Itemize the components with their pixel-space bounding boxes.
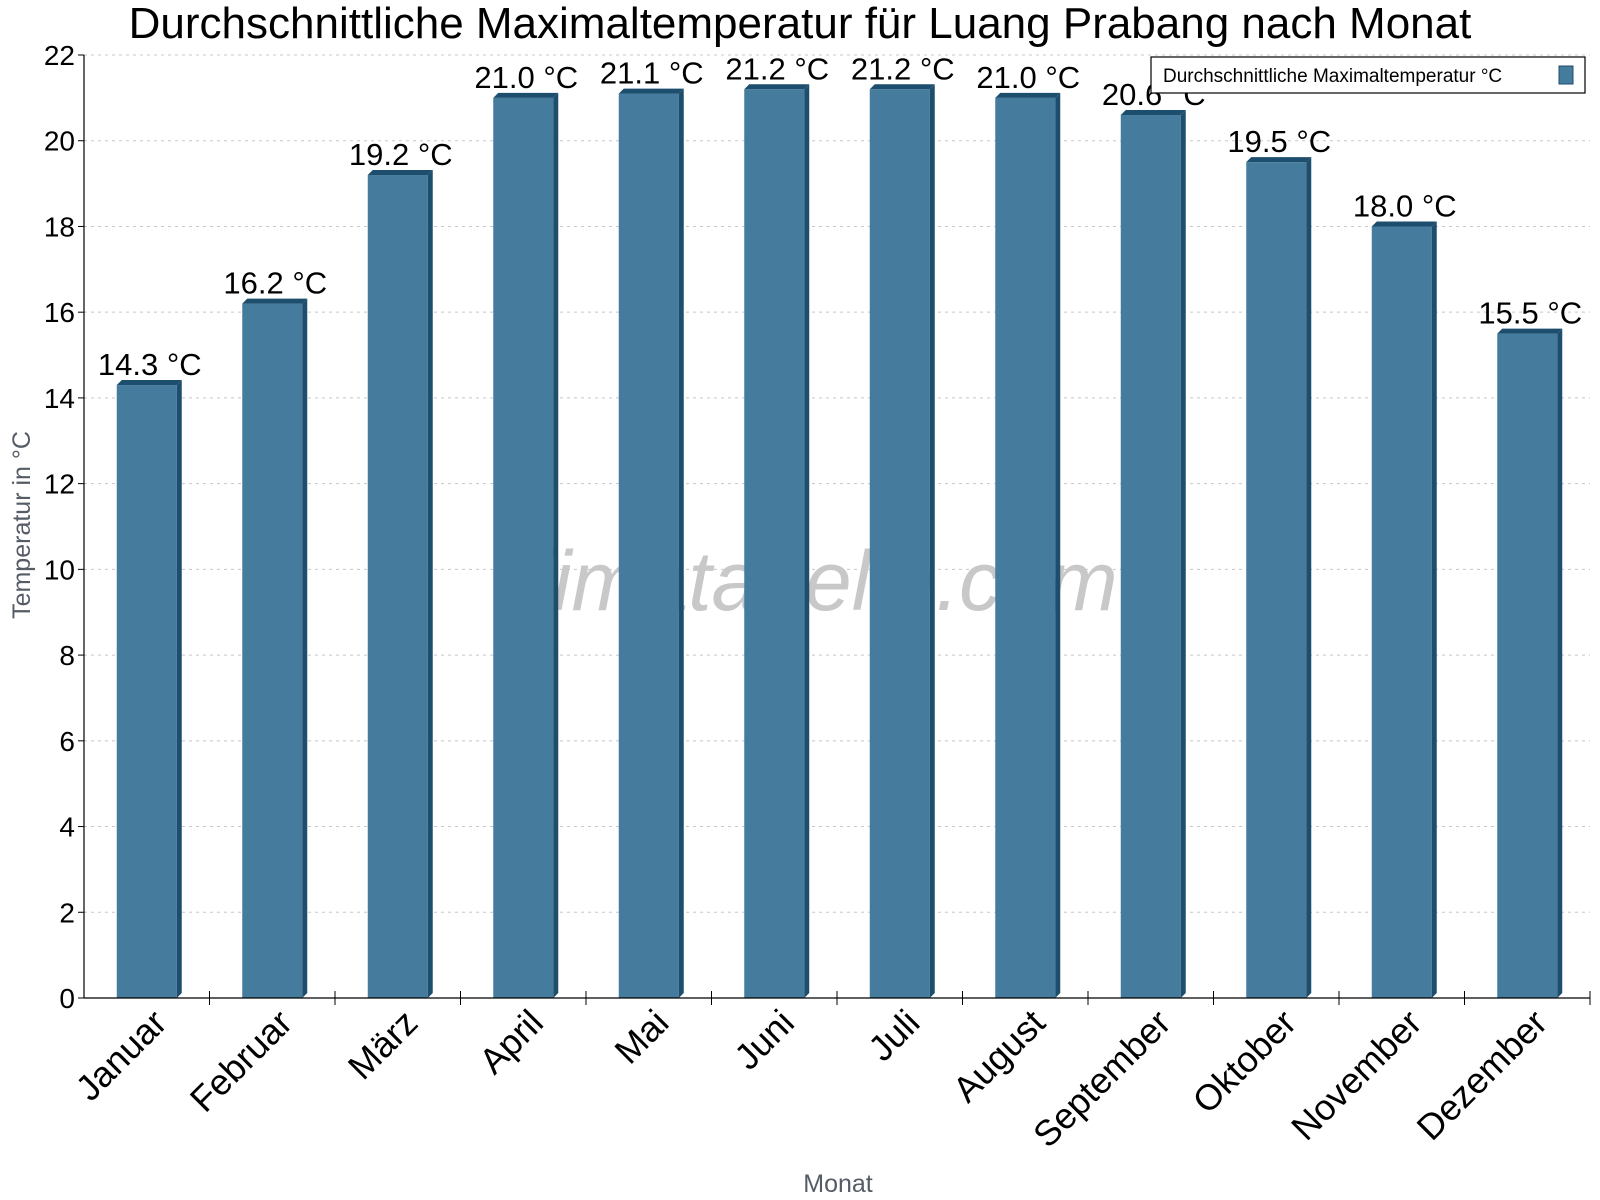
bar-front [618, 93, 679, 998]
data-label: 21.2 °C [851, 51, 955, 86]
y-tick-label: 4 [59, 812, 75, 843]
grid [84, 54, 1590, 913]
x-tick-label: Februar [182, 1002, 300, 1120]
bar-juni [744, 84, 810, 999]
bar-front [1371, 226, 1432, 999]
bar-januar [116, 380, 182, 998]
bar-september [1120, 110, 1186, 998]
bar-front [367, 175, 428, 998]
data-label: 21.0 °C [976, 60, 1080, 95]
y-tick-label: 20 [44, 126, 75, 157]
y-tick-label: 18 [44, 211, 75, 242]
bar-top [1371, 221, 1437, 227]
bar-front [1246, 162, 1307, 999]
x-tick-label: April [471, 1002, 551, 1082]
bar-top [116, 380, 182, 386]
x-tick-label: März [340, 1002, 426, 1088]
bar-front [1497, 333, 1558, 998]
bar-side [1180, 110, 1186, 998]
bar-mai [618, 88, 684, 998]
legend-swatch [1558, 65, 1574, 85]
y-tick-label: 14 [44, 383, 75, 414]
y-tick-label: 16 [44, 297, 75, 328]
bar-side [427, 170, 433, 998]
bar-top [1497, 328, 1563, 334]
y-tick-label: 12 [44, 469, 75, 500]
bar-side [553, 92, 559, 998]
y-axis-label: Temperatur in °C [8, 431, 36, 619]
y-tick-label: 8 [59, 640, 75, 671]
y-tick-label: 22 [44, 40, 75, 71]
bar-side [176, 380, 182, 998]
x-tick-label: Oktober [1184, 1002, 1304, 1122]
x-tick-label: Juli [860, 1002, 927, 1069]
y-tick-label: 0 [59, 983, 75, 1014]
bar-top [493, 92, 559, 98]
data-label: 18.0 °C [1353, 188, 1457, 223]
bar-juli [869, 84, 935, 999]
x-tick-label: September [1025, 1002, 1179, 1156]
x-tick-label: Dezember [1408, 1002, 1554, 1148]
bar-top [367, 170, 433, 176]
bar-februar [242, 298, 308, 998]
bar-top [1120, 110, 1186, 116]
bar-top [242, 298, 308, 304]
bar-side [929, 84, 935, 999]
bar-side [1557, 328, 1563, 998]
chart-title: Durchschnittliche Maximaltemperatur für … [129, 0, 1472, 48]
x-tick-label: Januar [68, 1002, 175, 1109]
data-label: 16.2 °C [223, 266, 327, 301]
legend: Durchschnittliche Maximaltemperatur °C [1150, 56, 1586, 94]
data-labels: 14.3 °C 16.2 °C 19.2 °C 21.0 °C 21.1 °C 21.2 … [98, 51, 1582, 382]
y-tick-label: 10 [44, 554, 75, 585]
bar-side [1306, 157, 1312, 999]
bar-oktober [1246, 157, 1312, 999]
bar-top [618, 88, 684, 94]
data-label: 19.2 °C [349, 137, 453, 172]
bar-november [1371, 221, 1437, 999]
x-axis-label: Monat [803, 1170, 873, 1198]
bars [116, 84, 1563, 999]
legend-entry-label: Durchschnittliche Maximaltemperatur °C [1163, 66, 1502, 87]
bar-top [995, 92, 1061, 98]
bar-side [804, 84, 810, 999]
legend-box [1150, 56, 1586, 94]
bar-side [1055, 92, 1061, 998]
bar-side [302, 298, 308, 998]
bar-side [678, 88, 684, 998]
data-label: 21.2 °C [725, 51, 829, 86]
y-tick-label: 6 [59, 726, 75, 757]
bar-front [1120, 115, 1181, 998]
y-tick-label: 2 [59, 897, 75, 928]
data-label: 19.5 °C [1227, 124, 1331, 159]
x-tick-label: Juni [726, 1002, 802, 1078]
bar-front [744, 89, 805, 999]
data-label: 21.0 °C [474, 60, 578, 95]
bar-front [116, 385, 177, 998]
bar-top [744, 84, 810, 90]
x-tick-label: November [1283, 1002, 1429, 1148]
bar-side [1431, 221, 1437, 999]
bar-top [1246, 157, 1312, 163]
x-tick-label: August [945, 1002, 1053, 1110]
bar-front [869, 89, 930, 999]
bar-märz [367, 170, 433, 998]
bar-front [995, 97, 1056, 998]
x-tick-label: Mai [606, 1002, 676, 1072]
data-label: 21.1 °C [600, 56, 704, 91]
bar-front [242, 303, 303, 998]
bar-april [493, 92, 559, 998]
data-label: 15.5 °C [1478, 296, 1582, 331]
bar-dezember [1497, 328, 1563, 998]
bar-front [493, 97, 554, 998]
bar-top [869, 84, 935, 90]
bar-august [995, 92, 1061, 998]
data-label: 14.3 °C [98, 347, 202, 382]
